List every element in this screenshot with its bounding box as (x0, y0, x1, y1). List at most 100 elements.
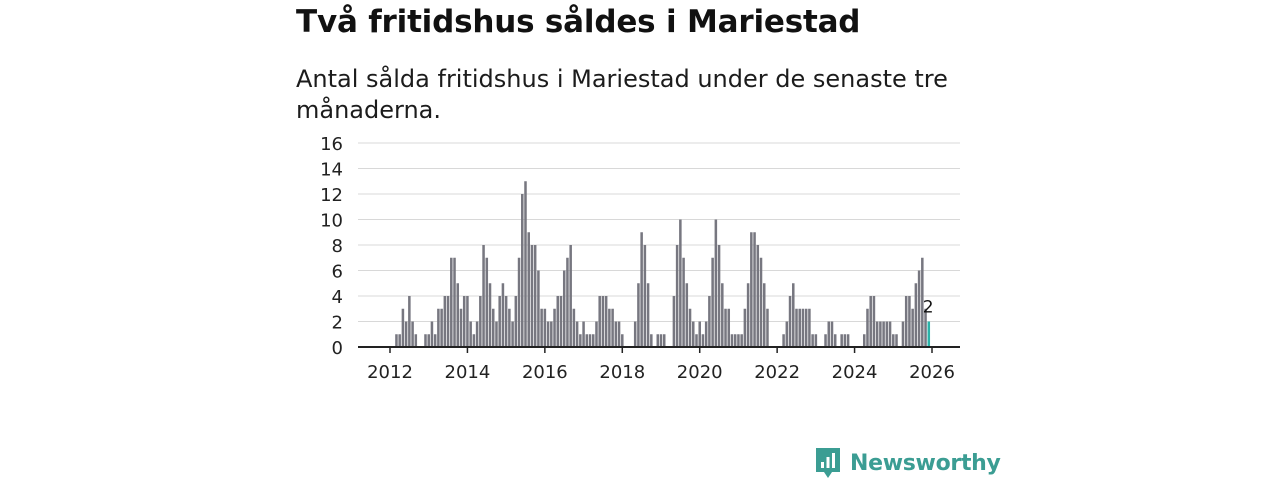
bar (804, 308, 808, 347)
y-tick-label: 0 (332, 338, 343, 359)
bar (640, 232, 643, 347)
y-tick-label: 6 (332, 262, 343, 283)
bar (424, 334, 427, 347)
bar (582, 321, 585, 347)
bar (569, 245, 572, 347)
bar (846, 334, 850, 347)
bar (888, 321, 892, 347)
bar (827, 321, 831, 347)
bar (895, 334, 898, 347)
bar (530, 245, 534, 347)
gridlines (358, 142, 960, 322)
bar (433, 334, 437, 347)
bar (601, 296, 605, 347)
bar (782, 334, 785, 347)
bar (908, 296, 911, 347)
bar (524, 181, 527, 347)
bar (753, 232, 756, 347)
bar (546, 321, 550, 347)
bar (427, 334, 430, 347)
bar (614, 321, 618, 347)
bar (466, 296, 469, 347)
bar (904, 296, 908, 347)
bar (575, 321, 579, 347)
bar (559, 296, 563, 347)
bar (556, 296, 560, 347)
bar (701, 334, 705, 347)
bar (633, 321, 637, 347)
bar (730, 334, 734, 347)
bar (695, 334, 698, 347)
bar (698, 321, 701, 347)
bar-latest (927, 321, 931, 347)
bar (456, 283, 460, 347)
bar (866, 308, 869, 347)
y-tick-label: 12 (320, 185, 343, 206)
bar (717, 245, 721, 347)
bar (540, 308, 543, 347)
bar (795, 308, 798, 347)
bar (914, 283, 918, 347)
bar (404, 321, 408, 347)
bar (553, 308, 556, 347)
y-tick-label: 8 (332, 236, 343, 257)
bar (472, 334, 476, 347)
bar (727, 308, 731, 347)
bar (824, 334, 827, 347)
y-tick-label: 4 (332, 287, 343, 308)
bar (833, 334, 837, 347)
bar (495, 321, 498, 347)
y-tick-label: 10 (320, 211, 343, 232)
bar (682, 257, 685, 347)
bar (637, 283, 640, 347)
bar (598, 296, 601, 347)
bar (759, 257, 763, 347)
bar (685, 283, 689, 347)
x-tick-label: 2016 (522, 362, 568, 383)
bar (621, 334, 624, 347)
bar (604, 296, 608, 347)
bar (459, 308, 463, 347)
bar (475, 321, 479, 347)
bar (656, 334, 660, 347)
bar (443, 296, 447, 347)
bar (814, 334, 818, 347)
bar (750, 232, 753, 347)
bar (527, 232, 530, 347)
bar (892, 334, 895, 347)
bar (588, 334, 592, 347)
bar (662, 334, 666, 347)
bar (608, 308, 611, 347)
x-tick-label: 2012 (367, 362, 413, 383)
bar (462, 296, 466, 347)
bar (901, 321, 905, 347)
bar (917, 270, 921, 347)
bar (756, 245, 760, 347)
axes: 0 2 4 6 8 10 12 14 16 2012 2014 2016 2018 2020 2022 202… (320, 134, 960, 383)
bar (501, 283, 505, 347)
chart-subtitle: Antal sålda fritidshus i Mariestad under… (296, 65, 948, 124)
bar (811, 334, 814, 347)
bar (579, 334, 582, 347)
bar (840, 334, 843, 347)
x-tick-label: 2018 (599, 362, 645, 383)
bar (746, 283, 750, 347)
bar (562, 270, 566, 347)
bar (692, 321, 695, 347)
bar (469, 321, 472, 347)
bar (714, 219, 718, 347)
bars (395, 181, 931, 347)
bar (437, 308, 440, 347)
bar (611, 308, 614, 347)
bar (675, 245, 679, 347)
bar (679, 219, 682, 347)
bar (711, 257, 714, 347)
bar (550, 321, 553, 347)
bar (408, 296, 411, 347)
bar (721, 283, 724, 347)
bar (688, 308, 692, 347)
bar (591, 334, 595, 347)
bar (521, 194, 524, 347)
bar (491, 308, 495, 347)
